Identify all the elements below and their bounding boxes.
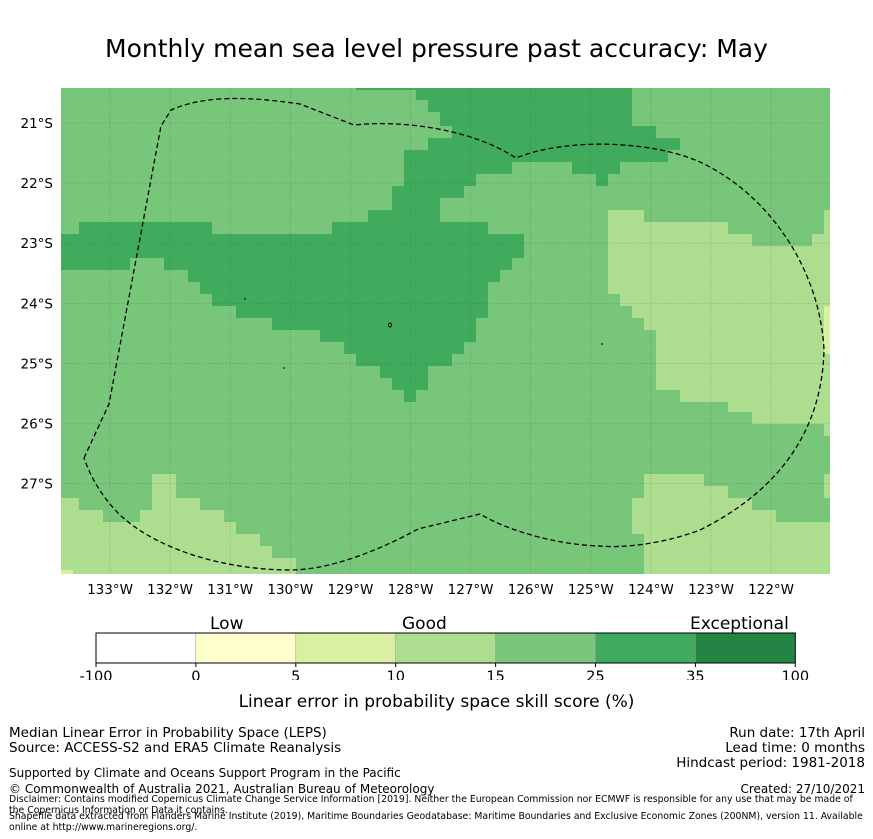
lon-tick-label: 125°W <box>568 582 614 598</box>
skill-region-mid-edge <box>824 474 830 498</box>
lat-tick-label: 25°S <box>21 356 54 372</box>
created-text: Created: 27/10/2021 <box>740 782 865 796</box>
colorbar-segment <box>95 632 197 664</box>
colorbar-tick-label: -100 <box>80 669 113 680</box>
skill-region-mid-east <box>608 210 830 436</box>
skill-region-mid-southwest <box>61 474 296 574</box>
run-date-text: Run date: 17th April <box>729 725 865 741</box>
colorbar-segment <box>695 632 796 664</box>
skill-map: 133°W 132°W 131°W 130°W 129°W 128°W 127°W 126°W… <box>21 88 830 598</box>
lat-tick-label: 24°S <box>21 296 54 312</box>
skill-region-mid-southeast <box>632 474 830 574</box>
legend-category-exceptional: Exceptional <box>690 614 789 634</box>
lon-tick-label: 129°W <box>327 582 373 598</box>
lon-tick-label: 123°W <box>688 582 734 598</box>
hindcast-text: Hindcast period: 1981-2018 <box>676 755 865 771</box>
page-title: Monthly mean sea level pressure past acc… <box>105 34 768 63</box>
supported-text: Supported by Climate and Oceans Support … <box>9 766 401 780</box>
lon-tick-label: 132°W <box>147 582 193 598</box>
longitude-tick-labels: 133°W 132°W 131°W 130°W 129°W 128°W 127°W 126°W… <box>87 582 794 598</box>
disclaimer-text: Disclaimer: Contains modified Copernicus… <box>9 794 853 816</box>
legend-category-low: Low <box>210 614 244 634</box>
source-text: Source: ACCESS-S2 and ERA5 Climate Reana… <box>9 740 342 756</box>
lat-tick-label: 23°S <box>21 236 54 252</box>
legend-category-good: Good <box>402 614 447 634</box>
skill-region-low-edge <box>824 306 830 354</box>
colorbar-tick-label: 0 <box>191 669 200 680</box>
lon-tick-label: 131°W <box>207 582 253 598</box>
lon-tick-label: 133°W <box>87 582 133 598</box>
lead-time-text: Lead time: 0 months <box>725 740 865 756</box>
lon-tick-label: 122°W <box>748 582 794 598</box>
lat-tick-label: 21°S <box>21 116 54 132</box>
shapefile-text: Shapefile data extracted from Flanders M… <box>9 811 863 833</box>
lon-tick-label: 128°W <box>388 582 434 598</box>
colorbar-label: Linear error in probability space skill … <box>238 692 635 712</box>
lon-tick-label: 124°W <box>628 582 674 598</box>
lat-tick-label: 26°S <box>21 417 54 433</box>
colorbar-segment <box>295 632 396 664</box>
colorbar-tick-label: 100 <box>781 669 809 680</box>
lat-tick-label: 27°S <box>21 477 54 493</box>
colorbar-tick-label: 5 <box>291 669 300 680</box>
lon-tick-label: 130°W <box>267 582 313 598</box>
method-text: Median Linear Error in Probability Space… <box>9 725 327 741</box>
colorbar-segment <box>495 632 596 664</box>
colorbar-segment <box>395 632 496 664</box>
island-markers <box>244 298 603 369</box>
skill-region-low-strip <box>61 570 73 574</box>
skill-region-high <box>61 88 680 402</box>
colorbar-tick-label: 10 <box>386 669 404 680</box>
colorbar: -100 0 5 10 15 25 35 100 <box>80 632 809 680</box>
colorbar-frame <box>95 632 796 664</box>
colorbar-tick-label: 35 <box>686 669 704 680</box>
lon-tick-label: 126°W <box>508 582 554 598</box>
lon-tick-label: 127°W <box>448 582 494 598</box>
latitude-tick-labels: 21°S 22°S 23°S 24°S 25°S 26°S 27°S <box>21 116 54 493</box>
lat-tick-label: 22°S <box>21 176 54 192</box>
eez-boundary <box>83 97 825 571</box>
colorbar-tick-label: 25 <box>586 669 604 680</box>
gridlines <box>61 88 830 574</box>
colorbar-segment <box>195 632 297 664</box>
colorbar-tick-label: 15 <box>486 669 504 680</box>
copyright-text: © Commonwealth of Australia 2021, Austra… <box>9 782 435 796</box>
colorbar-segment <box>595 632 696 664</box>
